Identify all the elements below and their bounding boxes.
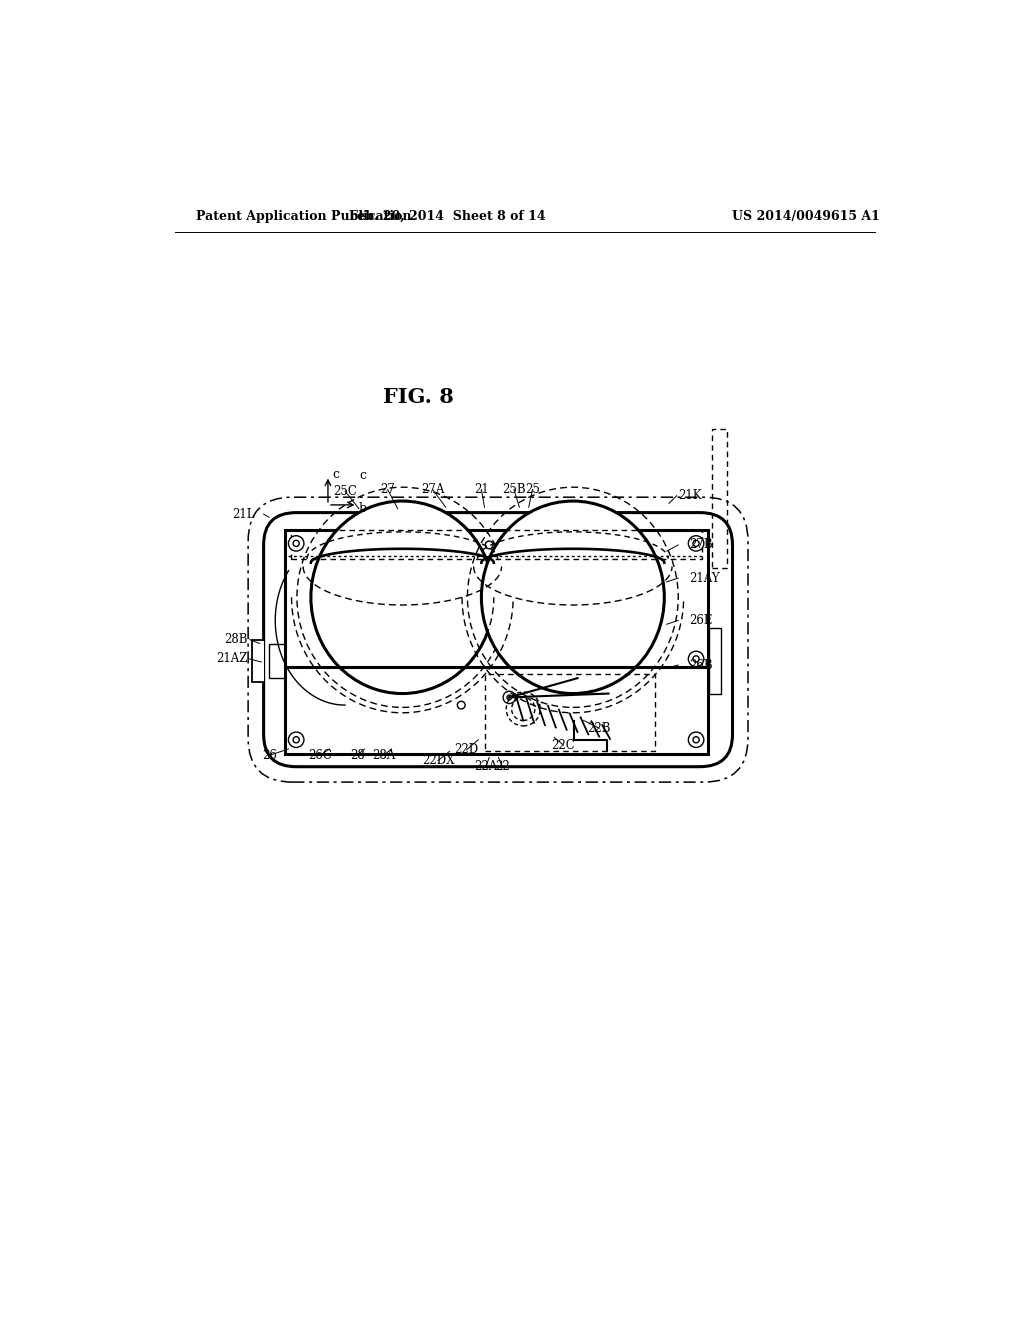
- Text: 21AZ: 21AZ: [217, 652, 248, 665]
- Circle shape: [693, 540, 699, 546]
- Text: 26E: 26E: [689, 614, 713, 627]
- Circle shape: [688, 651, 703, 667]
- Circle shape: [289, 536, 304, 552]
- Text: 21: 21: [474, 483, 488, 496]
- Text: 22DX: 22DX: [422, 754, 455, 767]
- Bar: [291, 529, 701, 558]
- Ellipse shape: [311, 502, 494, 693]
- Text: 25B: 25B: [502, 483, 525, 496]
- Bar: [710, 628, 721, 693]
- Circle shape: [503, 692, 515, 704]
- Text: c: c: [359, 469, 366, 482]
- Circle shape: [693, 737, 699, 743]
- Circle shape: [693, 656, 699, 663]
- FancyBboxPatch shape: [263, 512, 732, 767]
- Circle shape: [289, 733, 304, 747]
- Text: 28: 28: [350, 748, 365, 762]
- Circle shape: [293, 540, 299, 546]
- Text: Patent Application Publication: Patent Application Publication: [197, 210, 412, 223]
- Text: 21L: 21L: [231, 508, 254, 520]
- Text: Feb. 20, 2014  Sheet 8 of 14: Feb. 20, 2014 Sheet 8 of 14: [349, 210, 546, 223]
- Text: 27: 27: [380, 483, 395, 496]
- Text: 22B: 22B: [588, 722, 611, 735]
- Bar: [712, 429, 727, 568]
- Text: 27A: 27A: [421, 483, 444, 496]
- Circle shape: [688, 536, 703, 552]
- Circle shape: [688, 733, 703, 747]
- Text: 26C: 26C: [308, 748, 332, 762]
- Text: 25: 25: [525, 483, 540, 496]
- Text: 26: 26: [262, 748, 278, 762]
- Circle shape: [507, 696, 512, 700]
- Text: 22A: 22A: [474, 760, 498, 774]
- Circle shape: [293, 737, 299, 743]
- Text: 21K: 21K: [678, 490, 701, 502]
- Text: b: b: [359, 502, 367, 515]
- Polygon shape: [252, 640, 263, 682]
- Text: 26B: 26B: [689, 659, 713, 672]
- Text: 22: 22: [495, 760, 510, 774]
- Text: 27B: 27B: [689, 539, 713, 552]
- Text: 25C: 25C: [333, 484, 357, 498]
- Text: 22D: 22D: [455, 743, 479, 756]
- Text: 28A: 28A: [372, 748, 395, 762]
- Text: 28B: 28B: [224, 634, 248, 647]
- Text: c: c: [333, 467, 340, 480]
- Text: FIG. 8: FIG. 8: [383, 387, 454, 407]
- Text: 21AY: 21AY: [689, 572, 720, 585]
- Bar: [484, 675, 655, 751]
- Bar: [285, 529, 708, 754]
- Text: 22C: 22C: [552, 739, 575, 751]
- Ellipse shape: [481, 502, 665, 693]
- Text: US 2014/0049615 A1: US 2014/0049615 A1: [732, 210, 881, 223]
